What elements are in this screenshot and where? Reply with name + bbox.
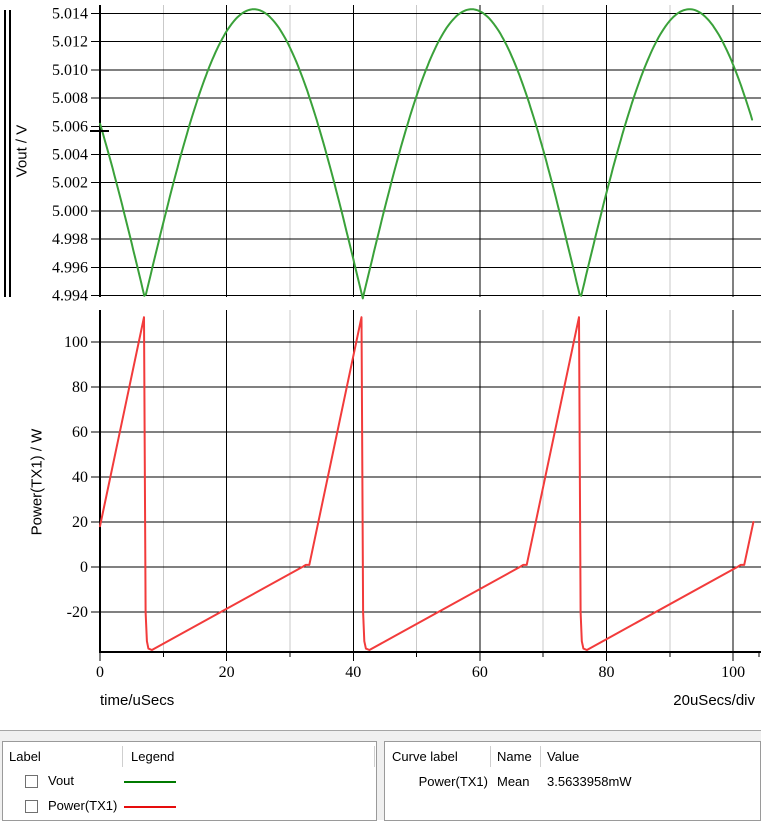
x-axis-title: time/uSecs xyxy=(100,692,175,709)
x-tick-label: 40 xyxy=(345,664,361,681)
y-tick-label: 5.008 xyxy=(52,90,88,107)
legend-panel: Label Legend Vout Power(TX1) xyxy=(2,741,377,821)
y-tick-label: 4.994 xyxy=(52,288,88,305)
x-tick-label: 60 xyxy=(472,664,488,681)
y-tick-label: 4.998 xyxy=(52,231,88,248)
power-tx1-visibility-checkbox[interactable] xyxy=(25,800,38,813)
column-separator xyxy=(490,746,491,767)
vout-legend-label: Vout xyxy=(48,773,75,788)
x-tick-label: 0 xyxy=(96,664,104,681)
y-tick-label: 5.006 xyxy=(52,118,88,135)
vout-legend-line-sample xyxy=(124,781,176,783)
power-tx1-legend-line-sample xyxy=(124,806,176,808)
legend-row-vout[interactable]: Vout xyxy=(3,773,376,797)
y-tick-label: 5.012 xyxy=(52,34,88,51)
axis-group-indicator-line xyxy=(4,10,6,297)
measurement-panel: Curve label Name Value Power(TX1) Mean 3… xyxy=(384,741,761,821)
waveform-plot[interactable]: 4.994 4.996 4.998 5.000 5.002 5.004 5.006 5.008… xyxy=(0,0,761,730)
y-tick-label: 80 xyxy=(72,379,88,396)
column-separator xyxy=(374,746,375,767)
y-tick-label: 20 xyxy=(72,514,88,531)
y-tick-label: 5.000 xyxy=(52,203,88,220)
measurement-curve-label: Power(TX1) xyxy=(418,774,488,789)
legend-column-header-label: Label xyxy=(9,749,41,764)
measure-column-header-curve-label: Curve label xyxy=(392,749,458,764)
measure-column-header-value: Value xyxy=(547,749,580,764)
y-tick-label: 40 xyxy=(72,469,88,486)
measure-column-header-name: Name xyxy=(497,749,532,764)
legend-row-power-tx1[interactable]: Power(TX1) xyxy=(3,798,376,822)
y-tick-label: 5.010 xyxy=(52,62,88,79)
vout-visibility-checkbox[interactable] xyxy=(25,775,38,788)
axis-group-indicator-line xyxy=(9,10,11,297)
legend-column-header-legend: Legend xyxy=(131,749,175,764)
y-tick-label: 5.002 xyxy=(52,175,88,192)
y-tick-label: 5.014 xyxy=(52,5,88,22)
y-tick-label: 4.996 xyxy=(52,259,88,276)
power-tx1-legend-label: Power(TX1) xyxy=(48,798,118,813)
column-separator xyxy=(122,746,123,767)
column-separator xyxy=(540,746,541,767)
measurement-row[interactable]: Power(TX1) Mean 3.5633958mW xyxy=(385,774,760,798)
x-axis-scale-note: 20uSecs/div xyxy=(673,692,755,709)
measurement-name: Mean xyxy=(497,774,530,789)
y-tick-label: 100 xyxy=(64,334,88,351)
y-tick-label: 0 xyxy=(80,559,88,576)
power-tx1--curve xyxy=(99,316,755,651)
vout-axis-title: Vout / V xyxy=(13,124,31,178)
annotation-bar: Label Legend Vout Power(TX1) Curve label… xyxy=(0,730,761,821)
y-tick-label: 60 xyxy=(72,424,88,441)
x-tick-label: 20 xyxy=(219,664,235,681)
y-tick-label: 5.004 xyxy=(52,147,88,164)
power-axis-title: Power(TX1) / W xyxy=(28,428,46,536)
vout-curve xyxy=(99,8,754,300)
y-tick-label: -20 xyxy=(67,604,88,621)
x-tick-label: 80 xyxy=(599,664,615,681)
measurement-value: 3.5633958mW xyxy=(547,774,632,789)
x-tick-label: 100 xyxy=(721,664,745,681)
axis-start-marker xyxy=(90,130,109,132)
